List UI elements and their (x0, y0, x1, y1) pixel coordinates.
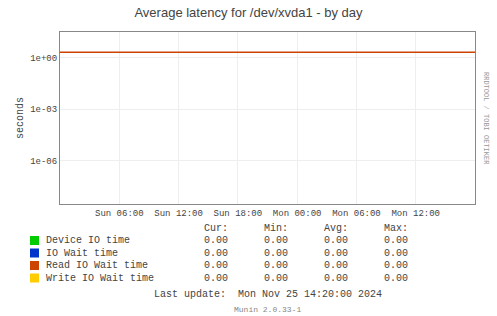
svg-text:0.00: 0.00 (384, 248, 408, 259)
svg-text:0.00: 0.00 (324, 248, 348, 259)
svg-text:0.00: 0.00 (264, 248, 288, 259)
svg-text:Cur:: Cur: (204, 223, 228, 234)
svg-text:Max:: Max: (384, 223, 408, 234)
svg-text:0.00: 0.00 (204, 248, 228, 259)
svg-text:Sun 12:00: Sun 12:00 (154, 209, 203, 219)
svg-text:0.00: 0.00 (384, 260, 408, 271)
svg-text:Sun 18:00: Sun 18:00 (214, 209, 263, 219)
svg-text:RRDTOOL / TOBI OETIKER: RRDTOOL / TOBI OETIKER (482, 72, 490, 165)
svg-text:1e-03: 1e-03 (30, 105, 57, 115)
svg-text:0.00: 0.00 (264, 273, 288, 284)
svg-text:Last update: Mon Nov 25 14:20: Last update: Mon Nov 25 14:20:00 2024 (154, 289, 382, 300)
svg-text:Mon 00:00: Mon 00:00 (273, 209, 322, 219)
svg-text:Average latency for /dev/xvda1: Average latency for /dev/xvda1 - by day (134, 5, 363, 20)
svg-text:seconds: seconds (15, 97, 26, 139)
svg-text:Sun 06:00: Sun 06:00 (95, 209, 144, 219)
svg-text:0.00: 0.00 (204, 260, 228, 271)
svg-text:Mon 06:00: Mon 06:00 (332, 209, 381, 219)
svg-text:Munin 2.0.33-1: Munin 2.0.33-1 (234, 305, 301, 314)
svg-text:IO Wait time: IO Wait time (46, 248, 118, 259)
svg-text:0.00: 0.00 (384, 235, 408, 246)
svg-text:Avg:: Avg: (324, 223, 348, 234)
svg-text:1e+00: 1e+00 (30, 54, 57, 64)
svg-text:Write IO Wait time: Write IO Wait time (46, 273, 154, 284)
svg-text:0.00: 0.00 (324, 235, 348, 246)
svg-text:Mon 12:00: Mon 12:00 (391, 209, 440, 219)
svg-text:0.00: 0.00 (204, 273, 228, 284)
svg-text:0.00: 0.00 (264, 235, 288, 246)
svg-text:0.00: 0.00 (264, 260, 288, 271)
svg-text:0.00: 0.00 (204, 235, 228, 246)
svg-text:0.00: 0.00 (324, 260, 348, 271)
svg-text:Device IO time: Device IO time (46, 235, 130, 246)
svg-text:Read IO Wait time: Read IO Wait time (46, 260, 148, 271)
svg-text:0.00: 0.00 (324, 273, 348, 284)
svg-text:1e-06: 1e-06 (30, 157, 57, 167)
svg-text:Min:: Min: (264, 223, 288, 234)
svg-text:0.00: 0.00 (384, 273, 408, 284)
